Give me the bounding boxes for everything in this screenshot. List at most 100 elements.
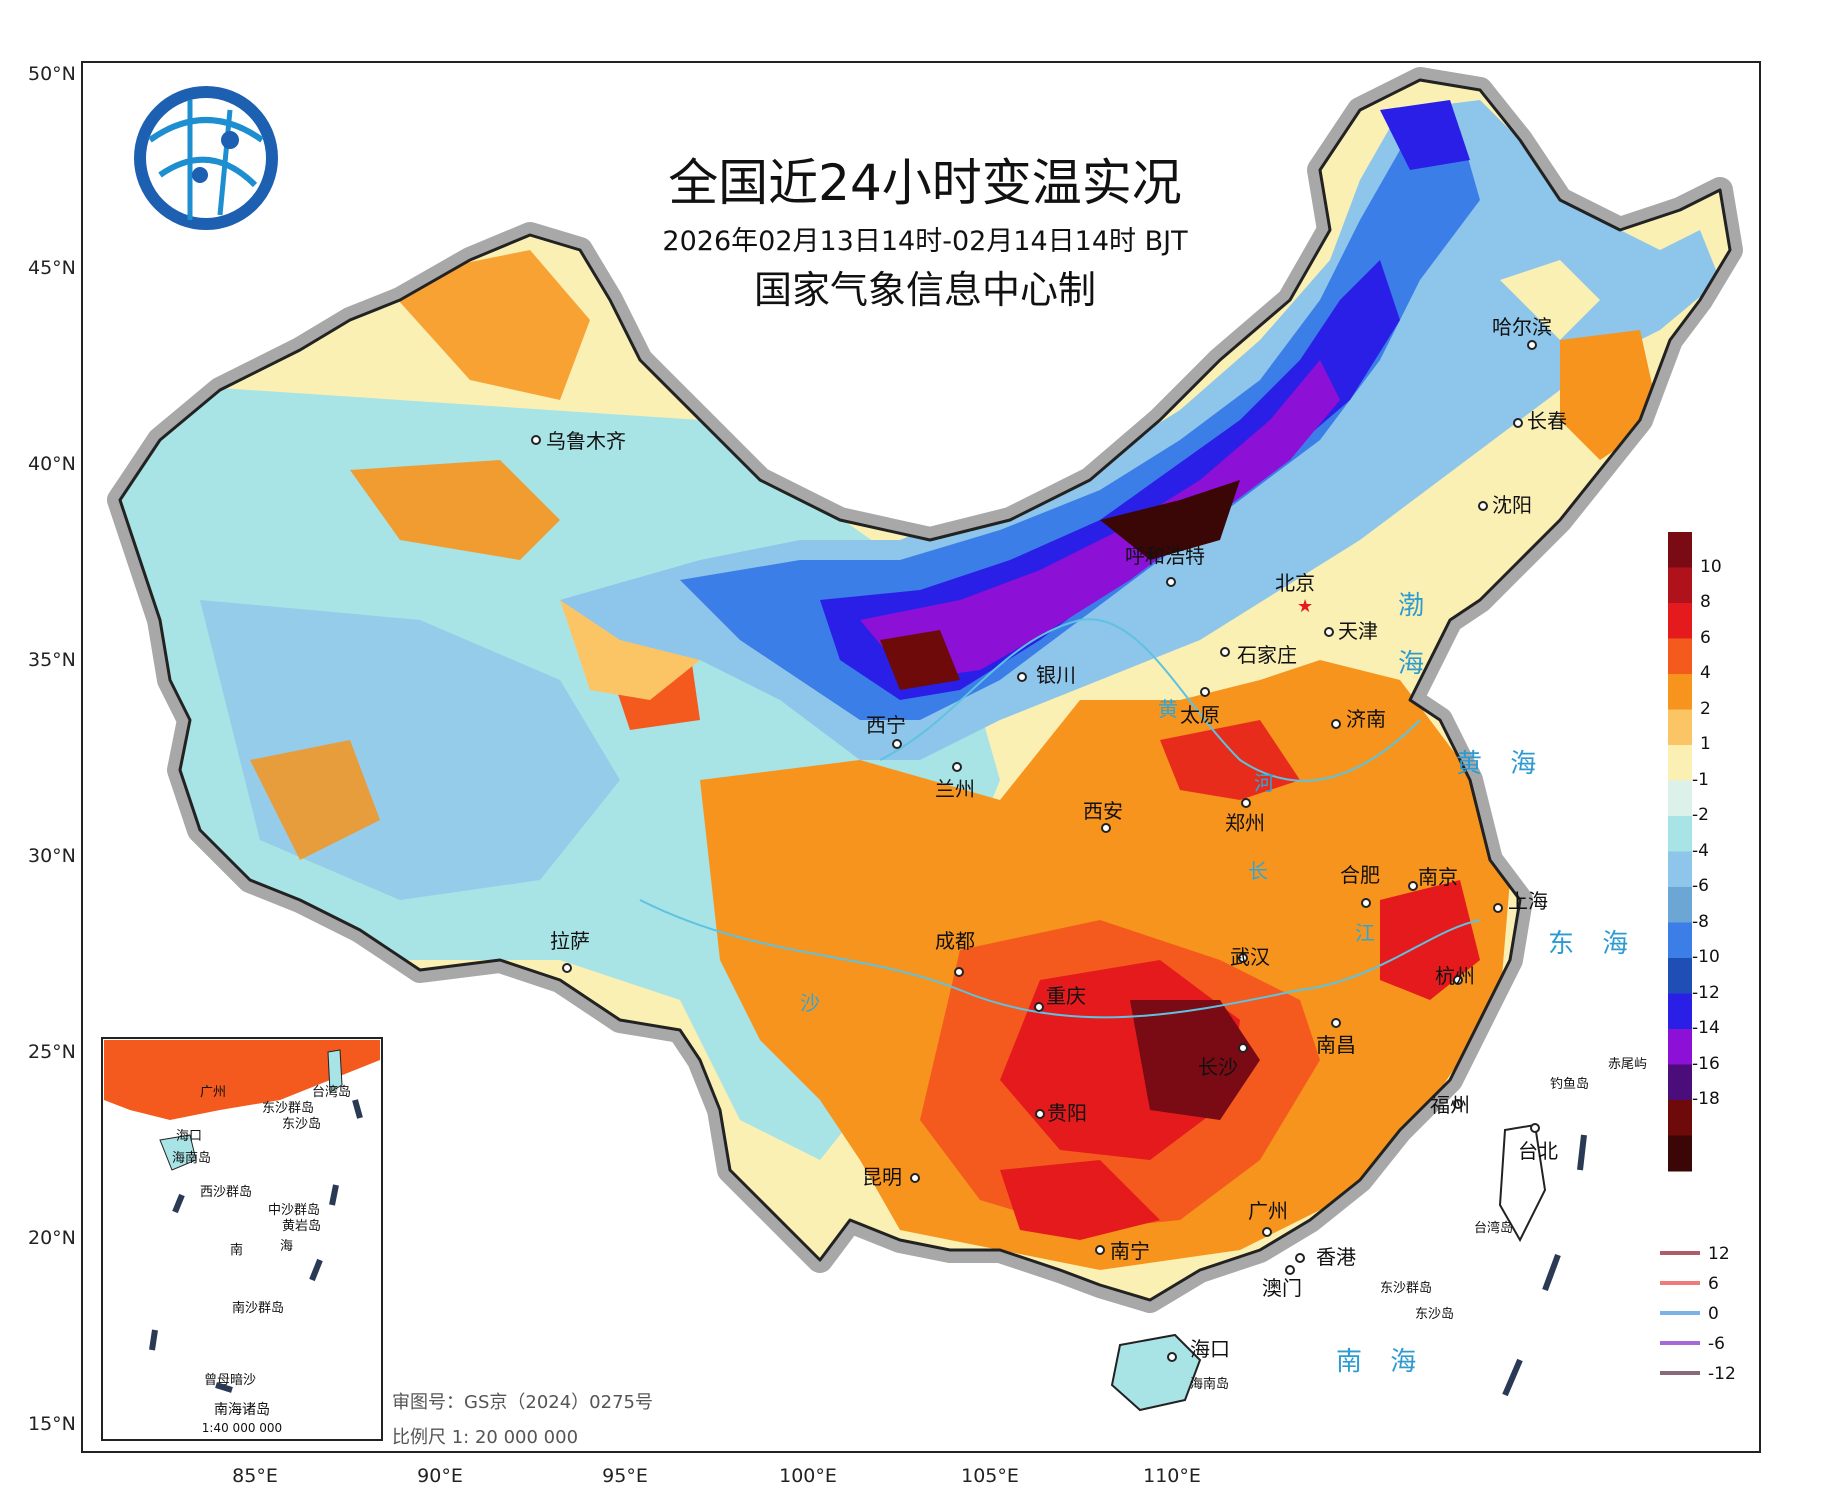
contour-label: 12 <box>1708 1244 1730 1264</box>
lat-label: 40°N <box>28 453 76 475</box>
lon-label: 95°E <box>602 1465 648 1487</box>
map-producer: 国家气象信息中心制 <box>754 268 1096 312</box>
inset-label: 黄岩岛 <box>282 1218 321 1234</box>
legend-label: -2 <box>1692 805 1709 825</box>
river-labels: 黄 河 长 江 沙 <box>800 697 1375 1015</box>
map-title: 全国近24小时变温实况 <box>668 154 1182 212</box>
city-markers <box>531 340 1540 1362</box>
inset-title: 南海诸岛 <box>214 1402 270 1418</box>
city-label: 上海 <box>1508 889 1548 913</box>
inset-label: 海口 <box>176 1129 202 1144</box>
city-label: 济南 <box>1346 707 1386 731</box>
river-label: 长 <box>1248 859 1268 883</box>
legend-label: 6 <box>1700 628 1711 648</box>
legend-label: -10 <box>1692 947 1720 967</box>
city-label: 西安 <box>1083 799 1123 823</box>
contour-legend: 12 6 0 -6 -12 <box>1660 1244 1736 1384</box>
city-label: 成都 <box>935 929 975 953</box>
city-label: 西宁 <box>866 713 906 737</box>
lon-label: 110°E <box>1143 1465 1201 1487</box>
map-scale: 比例尺 1: 20 000 000 <box>392 1427 578 1448</box>
city-label: 南京 <box>1418 865 1458 889</box>
approval-number: 审图号：GS京（2024）0275号 <box>392 1392 653 1413</box>
china-border <box>118 78 1732 1302</box>
island-label: 东沙群岛 <box>1380 1280 1432 1296</box>
city-label: 杭州 <box>1435 964 1475 988</box>
agency-logo <box>134 86 278 230</box>
sea-label: 黄 海 <box>1456 749 1546 779</box>
city-label: 银川 <box>1036 663 1076 687</box>
inset-label: 南 <box>230 1242 243 1258</box>
legend-label: -12 <box>1692 983 1720 1003</box>
inset-hainan <box>159 1134 197 1171</box>
legend-color-box <box>1668 532 1692 568</box>
river-label: 江 <box>1355 921 1375 945</box>
inset-label: 海南岛 <box>172 1150 211 1166</box>
city-label: 贵阳 <box>1047 1101 1087 1125</box>
sea-label: 东 海 <box>1548 929 1638 959</box>
lat-label: 20°N <box>28 1227 76 1249</box>
city-label: 兰州 <box>935 777 975 801</box>
legend-color-bar <box>1668 532 1692 1172</box>
inset-boundary <box>149 1099 363 1393</box>
city-label: 重庆 <box>1046 984 1086 1008</box>
city-label: 南昌 <box>1316 1033 1356 1057</box>
island-label: 东沙岛 <box>1415 1306 1454 1322</box>
inset-label: 东沙岛 <box>282 1116 321 1132</box>
city-label: 香港 <box>1316 1245 1356 1269</box>
inset-label: 海 <box>280 1239 293 1254</box>
legend-label: -16 <box>1692 1054 1720 1074</box>
taiwan-island <box>1498 1123 1547 1243</box>
inset-label: 西沙群岛 <box>200 1184 252 1200</box>
city-label: 昆明 <box>862 1165 902 1189</box>
hainan-island <box>1110 1333 1202 1412</box>
legend-label: -8 <box>1692 912 1709 932</box>
legend-color-box <box>1668 1064 1692 1101</box>
legend-label: -18 <box>1692 1089 1720 1109</box>
lon-label: 105°E <box>961 1465 1019 1487</box>
legend-color-box <box>1668 674 1692 710</box>
city-label: 海口 <box>1190 1337 1230 1361</box>
city-label: 台北 <box>1518 1139 1558 1163</box>
contour-label: -12 <box>1708 1364 1736 1384</box>
inset-label: 台湾岛 <box>312 1084 351 1100</box>
legend-labels: 10 8 6 4 2 1 -1 -2 -4 -6 -8 -10 -12 -14 … <box>1692 557 1722 1109</box>
temperature-legend: 10 8 6 4 2 1 -1 -2 -4 -6 -8 -10 -12 -14 … <box>1668 532 1722 1172</box>
island-label: 钓鱼岛 <box>1550 1076 1589 1092</box>
inset-land <box>104 1040 380 1120</box>
city-label: 沈阳 <box>1492 493 1532 517</box>
sea-label: 南 海 <box>1336 1347 1426 1377</box>
maritime-boundary <box>1502 1134 1587 1397</box>
sea-label: 海 <box>1398 649 1434 679</box>
legend-color-box <box>1668 958 1692 994</box>
lat-label: 35°N <box>28 649 76 671</box>
city-label: 南宁 <box>1110 1239 1150 1263</box>
inset-labels: 海口 海南岛 西沙群岛 中沙群岛 黄岩岛 南 海 南沙群岛 曾母暗沙 广州 东沙… <box>172 1084 351 1435</box>
city-label: 长沙 <box>1198 1055 1238 1079</box>
longitude-labels: 85°E 90°E 95°E 100°E 105°E 110°E <box>232 1465 1201 1487</box>
legend-color-box <box>1668 780 1692 817</box>
lon-label: 100°E <box>779 1465 837 1487</box>
river-label: 黄 <box>1158 697 1178 721</box>
lat-label: 45°N <box>28 257 76 279</box>
city-label: 广州 <box>1248 1199 1288 1223</box>
legend-color-box <box>1668 567 1692 604</box>
lat-label: 25°N <box>28 1041 76 1063</box>
inset-label: 南沙群岛 <box>232 1300 284 1316</box>
sea-labels: 渤 海 黄 海 东 海 南 海 <box>1336 591 1638 1377</box>
city-label: 哈尔滨 <box>1492 315 1552 339</box>
city-label: 武汉 <box>1230 945 1270 969</box>
legend-label: -4 <box>1692 841 1709 861</box>
legend-color-box <box>1668 603 1692 639</box>
legend-color-box <box>1668 638 1692 675</box>
contour-label: 6 <box>1708 1274 1719 1294</box>
city-label: 呼和浩特 <box>1125 544 1205 568</box>
legend-color-box <box>1668 1135 1692 1172</box>
legend-color-box <box>1668 816 1692 852</box>
lon-label: 85°E <box>232 1465 278 1487</box>
inset-label: 广州 <box>200 1085 226 1100</box>
city-label: 福州 <box>1430 1093 1470 1117</box>
city-labels: 乌鲁木齐 哈尔滨 长春 沈阳 呼和浩特 北京 天津 石家庄 银川 太原 济南 西… <box>546 315 1647 1392</box>
legend-color-box <box>1668 1029 1692 1065</box>
inset-taiwan <box>327 1049 343 1093</box>
